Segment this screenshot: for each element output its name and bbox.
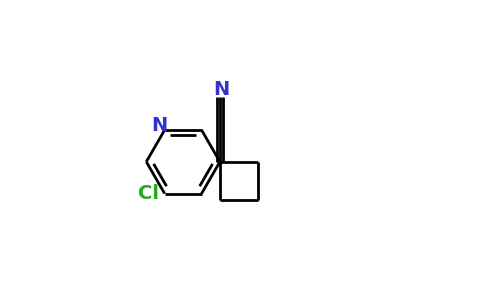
Text: N: N [151, 116, 167, 135]
Text: Cl: Cl [138, 184, 159, 203]
Text: N: N [213, 80, 229, 99]
